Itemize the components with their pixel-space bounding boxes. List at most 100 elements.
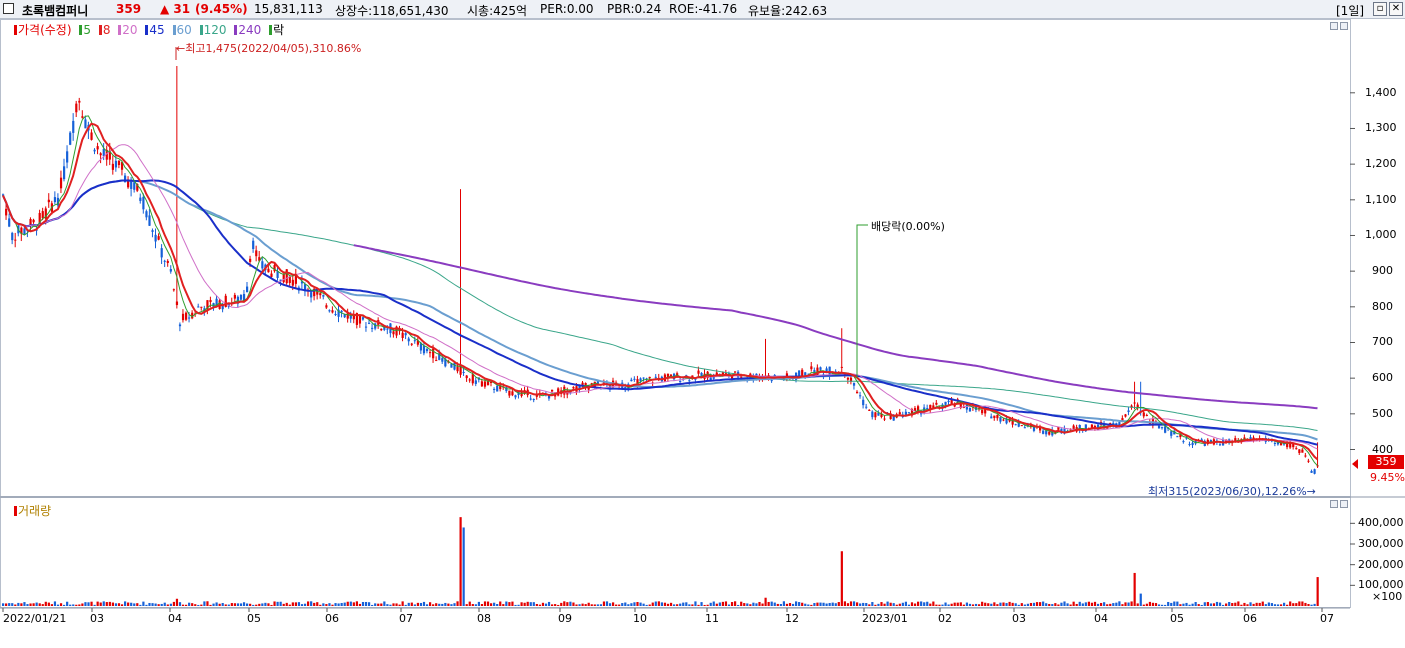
candle-body xyxy=(846,377,850,380)
volume-axis-label: 300,000 xyxy=(1358,537,1404,550)
legend-ma20[interactable]: 20 xyxy=(118,23,139,37)
x-axis-label: 09 xyxy=(558,612,572,625)
volume-bar xyxy=(258,603,261,606)
volume-bar xyxy=(422,601,426,606)
volume-bar xyxy=(477,601,480,606)
candle-body xyxy=(29,219,32,227)
candle-body xyxy=(1161,427,1164,429)
volume-bar xyxy=(1078,601,1081,606)
vol-pane-close-icon[interactable] xyxy=(1340,500,1348,508)
candle-body xyxy=(965,404,968,410)
candle-body xyxy=(136,183,139,191)
volume-bar xyxy=(697,604,700,606)
candle-body xyxy=(38,212,41,225)
legend-ex-dividend[interactable]: 락 xyxy=(269,23,286,37)
volume-bar xyxy=(8,603,11,606)
volume-bar xyxy=(926,601,929,606)
close-icon[interactable]: ✕ xyxy=(1389,2,1403,16)
candle-body xyxy=(1243,437,1246,440)
volume-bar xyxy=(389,604,392,606)
candle-body xyxy=(422,345,426,354)
candle-body xyxy=(724,372,728,374)
volume-bar xyxy=(1045,603,1048,606)
candle-body xyxy=(1164,426,1167,433)
candle-body xyxy=(139,197,142,201)
candle-body xyxy=(1017,421,1020,427)
candle-body xyxy=(1133,402,1136,404)
volume-bar xyxy=(435,603,438,606)
candle-body xyxy=(47,199,50,203)
select-checkbox[interactable] xyxy=(3,3,14,14)
volume-bar xyxy=(1234,602,1237,606)
candle-body xyxy=(127,179,130,188)
volume-bar xyxy=(984,602,987,606)
volume-bar xyxy=(816,602,819,606)
candle-body xyxy=(419,343,423,351)
volume-bar xyxy=(84,602,87,606)
candle-body xyxy=(1042,430,1045,434)
volume-bar xyxy=(523,602,526,606)
volume-bar xyxy=(1011,602,1014,606)
volume-bar xyxy=(499,601,502,606)
candle-body xyxy=(483,381,487,387)
volume-bar xyxy=(23,602,26,606)
volume-bar xyxy=(355,601,358,606)
legend-ma120[interactable]: 120 xyxy=(199,23,229,37)
volume-bar xyxy=(569,601,572,606)
volume-bar xyxy=(41,604,44,606)
volume-bar xyxy=(471,604,474,606)
volume-bar xyxy=(971,604,975,606)
volume-bar xyxy=(270,604,273,606)
candle-body xyxy=(160,248,163,258)
volume-bar xyxy=(1017,604,1020,606)
period-selector[interactable]: [1일] xyxy=(1336,4,1365,18)
volume-bar xyxy=(871,602,874,606)
volume-bar xyxy=(1035,602,1039,606)
x-axis-label: 03 xyxy=(90,612,104,625)
vol-pane-minimize-icon[interactable] xyxy=(1330,500,1338,508)
volume-bar xyxy=(938,604,941,606)
candle-body xyxy=(856,391,859,394)
volume-bar xyxy=(1136,603,1139,606)
volume-bar xyxy=(1301,601,1304,606)
candle-body xyxy=(480,381,484,387)
candle-body xyxy=(984,409,987,414)
volume-bar xyxy=(1197,604,1200,606)
candle-body xyxy=(990,416,993,419)
volume-bar xyxy=(563,601,566,606)
per-value: PER:0.00 xyxy=(540,2,594,16)
price-axis-label: 800 xyxy=(1372,299,1393,313)
volume-bar xyxy=(407,602,410,606)
volume-bar xyxy=(142,601,145,606)
dividend-annotation: 배당락(0.00%) xyxy=(871,220,945,233)
candle-body xyxy=(996,414,999,419)
volume-bar xyxy=(825,603,828,606)
pane-minimize-icon[interactable] xyxy=(1330,22,1338,30)
candle-body xyxy=(730,375,734,380)
candle-body xyxy=(770,380,773,382)
legend-ma45[interactable]: 45 xyxy=(145,23,166,37)
volume-bar xyxy=(166,604,169,606)
restore-icon[interactable]: ▫ xyxy=(1373,2,1387,16)
volume-bar xyxy=(410,602,413,606)
volume-bar xyxy=(673,604,676,606)
volume-bar xyxy=(1179,604,1182,606)
candle-body xyxy=(191,312,194,319)
legend-price[interactable]: 가격(수정) xyxy=(14,23,74,37)
volume-bar xyxy=(1188,604,1191,606)
volume-bar xyxy=(1069,604,1072,606)
volume-bar xyxy=(413,604,416,606)
legend-ma8[interactable]: 8 xyxy=(98,23,113,37)
legend-ma5[interactable]: 5 xyxy=(79,23,93,37)
pane-close-icon[interactable] xyxy=(1340,22,1348,30)
volume-bar xyxy=(465,604,468,606)
volume-legend[interactable]: 거래량 xyxy=(14,502,55,519)
volume-bar xyxy=(834,603,837,606)
volume-bar xyxy=(657,601,660,606)
legend-ma60[interactable]: 60 xyxy=(172,23,194,37)
last-price-box: 359 xyxy=(1368,455,1404,469)
volume-bar xyxy=(145,604,148,606)
volume-bar xyxy=(746,603,749,606)
legend-ma240[interactable]: 240 xyxy=(234,23,263,37)
